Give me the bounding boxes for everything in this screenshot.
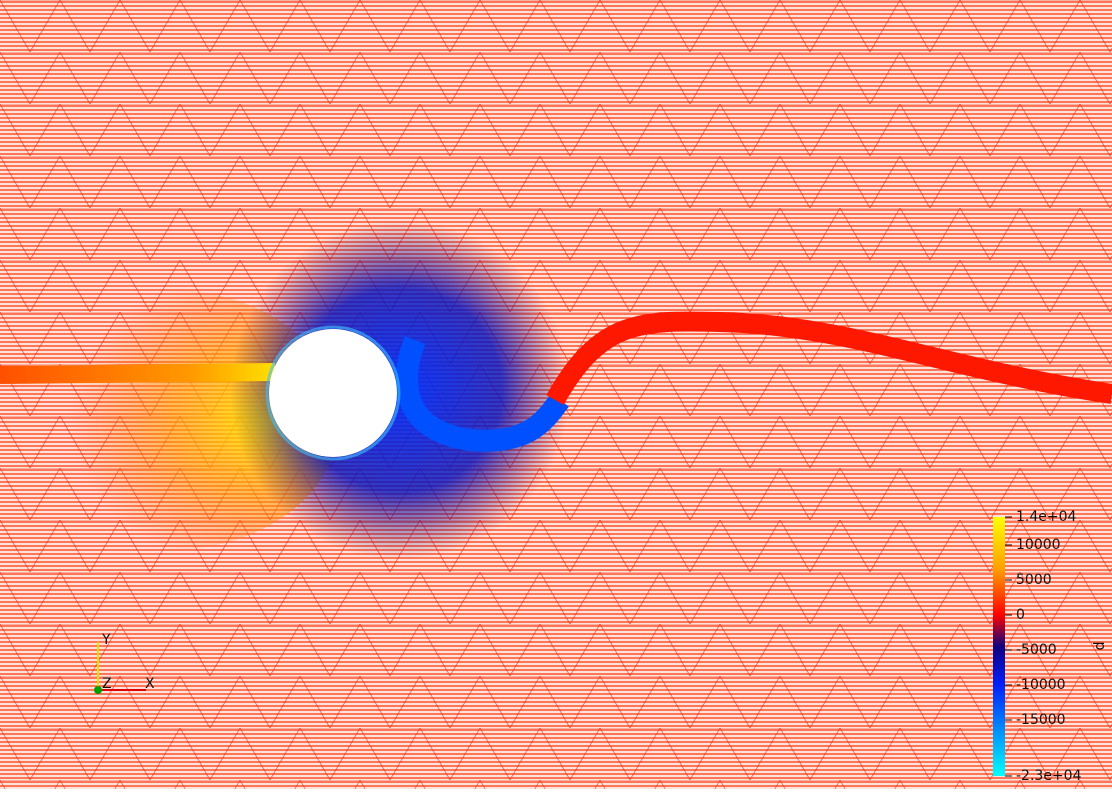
tick-label: -10000 — [1016, 677, 1066, 693]
tick-label: 10000 — [1016, 537, 1061, 553]
color-bar — [993, 517, 1005, 776]
tick-label: -5000 — [1016, 642, 1057, 658]
axis-label: Z — [102, 676, 112, 692]
z-axis — [94, 686, 102, 694]
axis-label: Y — [101, 632, 111, 648]
wake-band — [546, 311, 1112, 405]
vortex-band — [396, 336, 569, 452]
tick-label: -15000 — [1016, 712, 1066, 728]
axis-label: X — [145, 676, 155, 692]
color-bar-title: p — [1092, 642, 1108, 651]
orientation-axes: Y Z X — [94, 632, 155, 694]
tick-label: 0 — [1016, 607, 1025, 623]
cylinder-rim — [265, 325, 401, 461]
tick-label: 5000 — [1016, 572, 1052, 588]
tick-label: 1.4e+04 — [1016, 509, 1077, 525]
tick-label: -2.3e+04 — [1016, 768, 1082, 784]
upstream-band — [0, 363, 276, 384]
cylinder — [269, 329, 397, 457]
